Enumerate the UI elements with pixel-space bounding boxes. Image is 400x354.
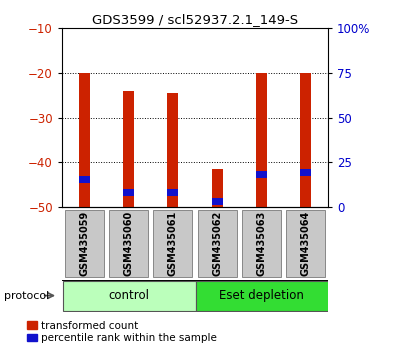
Text: GSM435060: GSM435060	[124, 211, 134, 276]
FancyBboxPatch shape	[198, 210, 237, 277]
Bar	[79, 176, 90, 183]
Bar	[79, 73, 90, 207]
Text: GSM435064: GSM435064	[301, 211, 311, 276]
Bar	[300, 169, 311, 176]
FancyBboxPatch shape	[286, 210, 325, 277]
Bar	[256, 73, 267, 207]
Legend: transformed count, percentile rank within the sample: transformed count, percentile rank withi…	[25, 319, 219, 345]
Bar	[167, 93, 178, 207]
FancyBboxPatch shape	[153, 210, 192, 277]
Bar	[123, 189, 134, 196]
Text: GSM435061: GSM435061	[168, 211, 178, 276]
Title: GDS3599 / scl52937.2.1_149-S: GDS3599 / scl52937.2.1_149-S	[92, 13, 298, 26]
Text: GSM435059: GSM435059	[79, 211, 89, 276]
FancyBboxPatch shape	[196, 281, 329, 311]
Text: protocol: protocol	[4, 291, 49, 301]
Text: GSM435063: GSM435063	[256, 211, 266, 276]
Bar	[256, 171, 267, 178]
FancyBboxPatch shape	[65, 210, 104, 277]
Bar	[212, 198, 223, 205]
FancyBboxPatch shape	[63, 281, 196, 311]
FancyBboxPatch shape	[109, 210, 148, 277]
Bar	[167, 189, 178, 196]
Bar	[123, 91, 134, 207]
Bar	[300, 73, 311, 207]
Text: GSM435062: GSM435062	[212, 211, 222, 276]
FancyBboxPatch shape	[242, 210, 281, 277]
Text: control: control	[108, 289, 149, 302]
Text: Eset depletion: Eset depletion	[219, 289, 304, 302]
Bar	[212, 169, 223, 207]
